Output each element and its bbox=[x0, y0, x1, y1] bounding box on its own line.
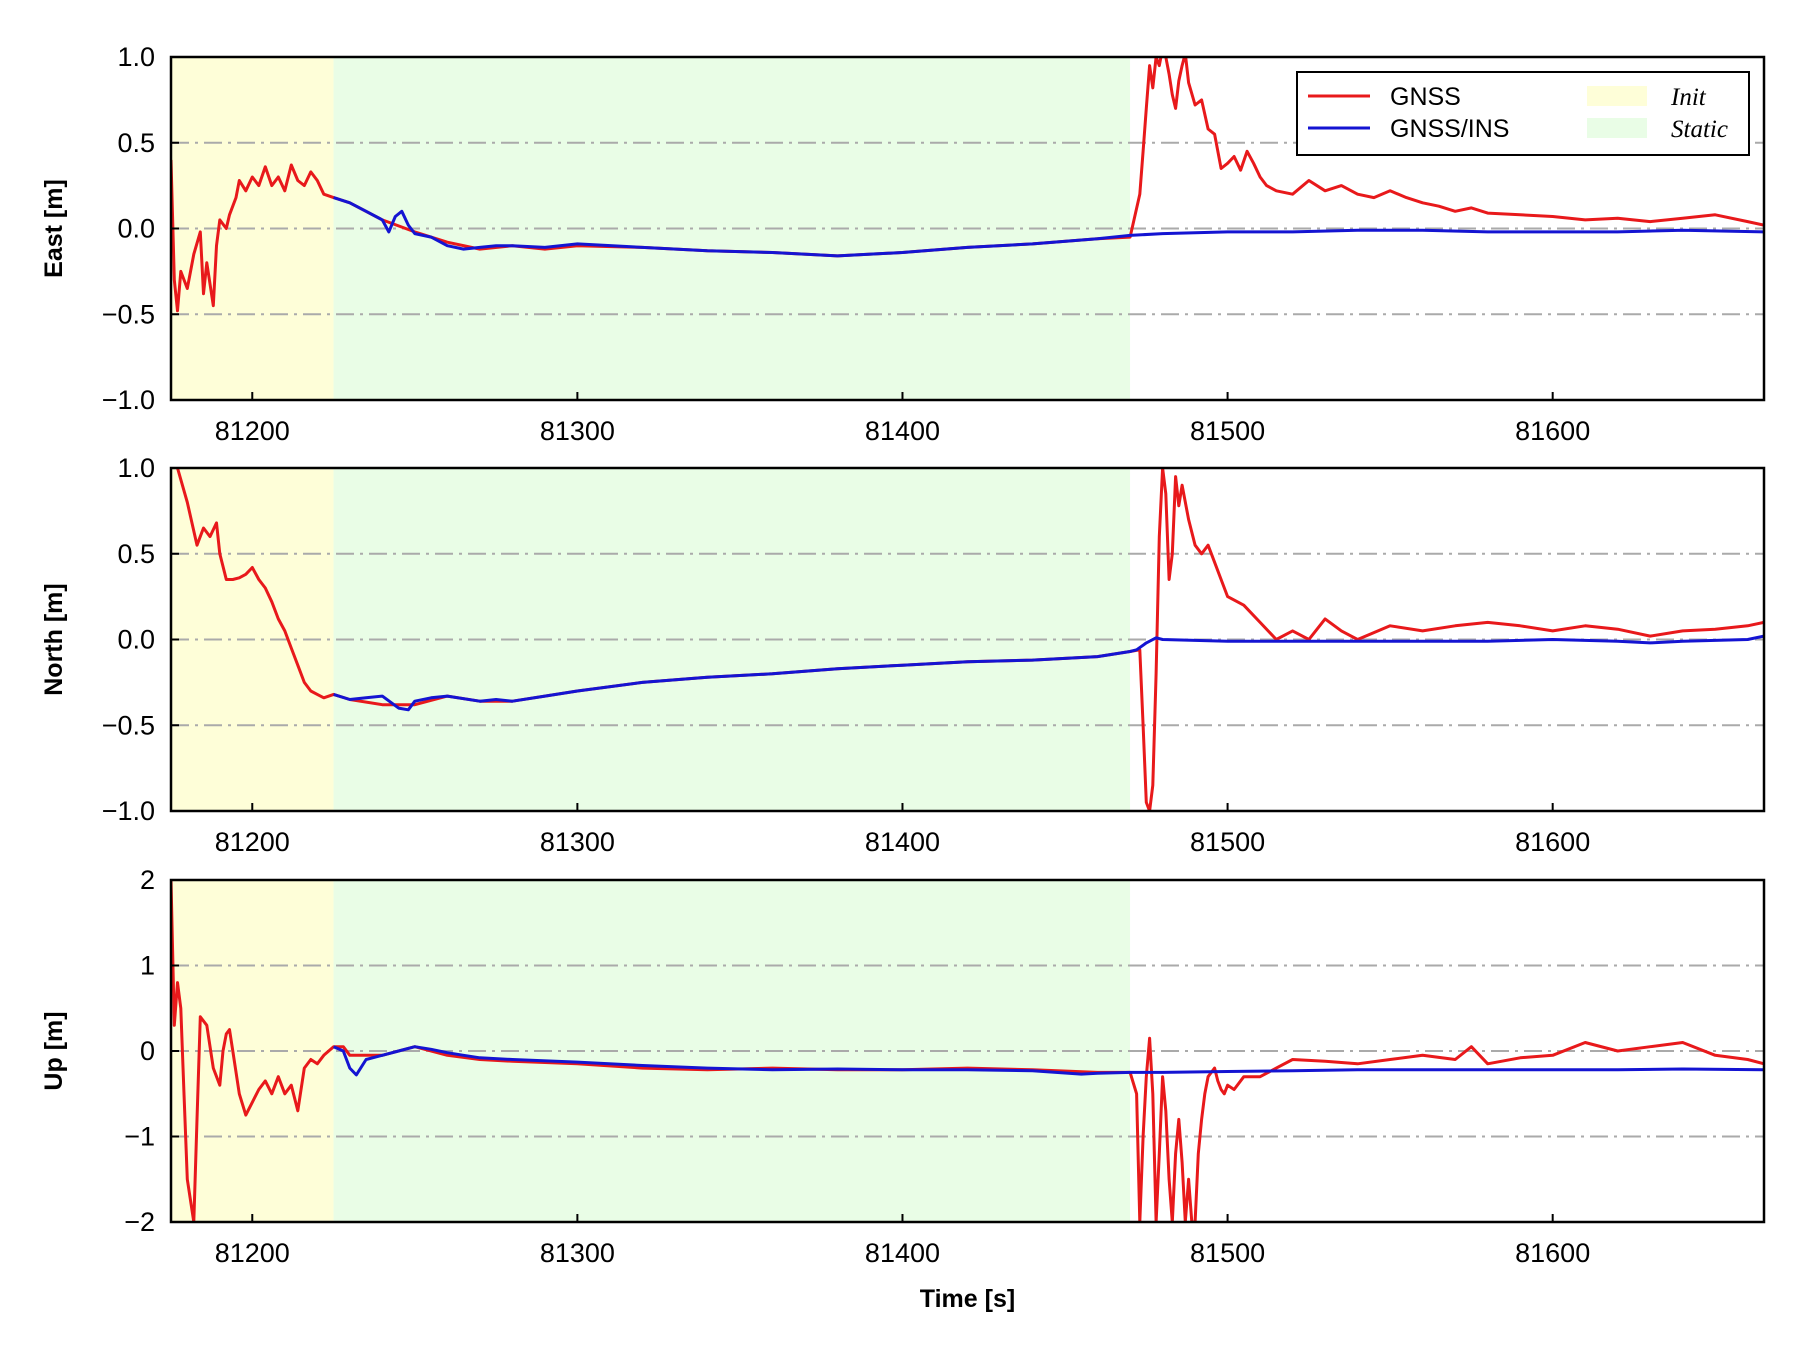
panel-east-m-ytick-label: 0.0 bbox=[117, 214, 155, 244]
panel-east-m-ytick-label: 1.0 bbox=[117, 42, 155, 72]
panel-north-m-xtick-label: 81200 bbox=[215, 827, 290, 857]
panel-up-m-xtick-label: 81300 bbox=[540, 1238, 615, 1268]
panel-east-m: −1.0 −0.5 0.0 0.5 1.0 81200 81300 81400 81500 816… bbox=[40, 42, 1766, 446]
legend-swatch-static bbox=[1587, 118, 1647, 138]
panel-up-m-xtick-label: 81400 bbox=[865, 1238, 940, 1268]
panel-north-m-ytick-label: −0.5 bbox=[102, 710, 155, 740]
panel-up-m-series-gnss-ins bbox=[332, 1045, 1764, 1077]
panel-north-m-ytick-label: 1.0 bbox=[117, 453, 155, 483]
panel-east-m-ytick-label: −0.5 bbox=[102, 299, 155, 329]
panel-east-m-xtick-label: 81500 bbox=[1190, 416, 1265, 446]
panel-north-m-ytick-label: 0.0 bbox=[117, 625, 155, 655]
panel-north-m-y-axis-label: North [m] bbox=[40, 583, 68, 695]
panel-north-m-series-gnss-ins bbox=[333, 634, 1764, 712]
panel-up-m-y-axis-label: Up [m] bbox=[40, 1011, 68, 1090]
legend-frame bbox=[1296, 71, 1750, 156]
legend-label-gnss: GNSS bbox=[1390, 83, 1461, 111]
panel-north-m-xtick-label: 81300 bbox=[540, 827, 615, 857]
panel-east-m-xtick-label: 81600 bbox=[1515, 416, 1590, 446]
panel-up-m: −2 −1 0 1 2 81200 81300 81400 81500 81600 Up [m] bbox=[40, 865, 1766, 1268]
panel-up-m-series-gnss bbox=[171, 880, 1764, 1222]
legend-label-init: Init bbox=[1670, 84, 1707, 111]
panel-east-m-series-gnss-ins bbox=[333, 196, 1764, 258]
panel-up-m-ytick-label: 2 bbox=[140, 865, 155, 895]
panel-up-m-ytick-label: −1 bbox=[124, 1122, 155, 1152]
panel-east-m-series-gnss bbox=[171, 57, 1764, 313]
panel-east-m-ytick-label: 0.5 bbox=[117, 128, 155, 158]
panel-north-m-ytick-label: −1.0 bbox=[102, 796, 155, 826]
panel-north-m-xtick-label: 81500 bbox=[1190, 827, 1265, 857]
panel-up-m-xtick-label: 81200 bbox=[215, 1238, 290, 1268]
x-axis-label: Time [s] bbox=[920, 1285, 1015, 1313]
panel-east-m-y-axis-label: East [m] bbox=[40, 179, 68, 278]
panel-up-m-xtick-label: 81600 bbox=[1515, 1238, 1590, 1268]
panel-north-m: −1.0 −0.5 0.0 0.5 1.0 81200 81300 81400 81500 816… bbox=[40, 453, 1766, 857]
legend-label-gnss-ins: GNSS/INS bbox=[1390, 115, 1509, 143]
panel-up-m-xtick-label: 81500 bbox=[1190, 1238, 1265, 1268]
panel-up-m-ytick-label: −2 bbox=[124, 1207, 155, 1237]
panel-east-m-xtick-label: 81300 bbox=[540, 416, 615, 446]
panel-up-m-ytick-label: 1 bbox=[140, 951, 155, 981]
panel-north-m-xtick-label: 81400 bbox=[865, 827, 940, 857]
legend-swatch-init bbox=[1587, 86, 1647, 106]
legend: GNSS GNSS/INS Init Static bbox=[1296, 71, 1750, 156]
panel-north-m-ytick-label: 0.5 bbox=[117, 539, 155, 569]
panel-east-m-xtick-label: 81400 bbox=[865, 416, 940, 446]
legend-label-static: Static bbox=[1671, 116, 1728, 143]
panel-north-m-xtick-label: 81600 bbox=[1515, 827, 1590, 857]
panel-up-m-ytick-label: 0 bbox=[140, 1036, 155, 1066]
panel-east-m-xtick-label: 81200 bbox=[215, 416, 290, 446]
panel-east-m-ytick-label: −1.0 bbox=[102, 385, 155, 415]
